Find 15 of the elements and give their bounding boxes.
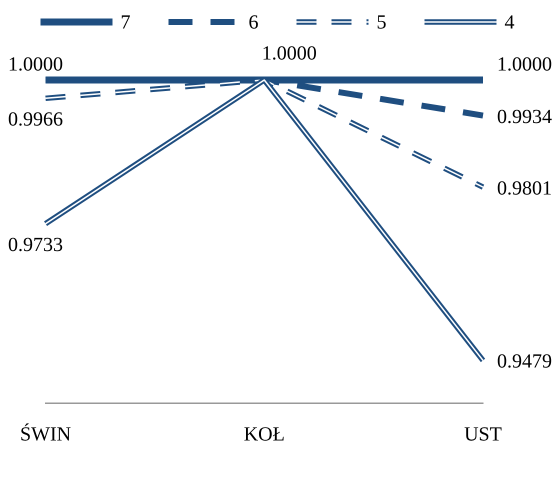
data-label: 0.9934 — [497, 106, 552, 128]
data-label: 1.0000 — [8, 53, 64, 76]
data-label: 1.0000 — [497, 53, 552, 76]
data-label: 0.9966 — [8, 108, 64, 131]
legend-label: 4 — [504, 11, 514, 34]
legend-label: 5 — [376, 11, 386, 34]
x-tick-label: UST — [464, 423, 502, 446]
data-label: 0.9733 — [8, 234, 64, 256]
x-tick-label: ŚWIN — [20, 422, 72, 446]
data-label: 0.9479 — [497, 350, 552, 373]
legend-label: 7 — [120, 11, 130, 34]
legend-label: 6 — [248, 11, 258, 34]
data-label: 0.9801 — [497, 177, 552, 200]
x-tick-label: KOŁ — [244, 423, 285, 446]
data-label: 1.0000 — [262, 42, 317, 64]
